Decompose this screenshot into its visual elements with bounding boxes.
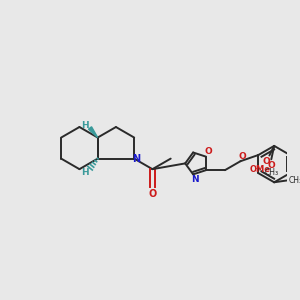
Text: O: O [205,147,213,156]
Text: CH₃: CH₃ [288,176,300,185]
Text: O: O [267,160,275,169]
Text: H: H [81,121,89,130]
Text: N: N [191,175,199,184]
Text: N: N [132,154,140,164]
Text: O: O [238,152,246,161]
Polygon shape [88,127,98,137]
Text: H: H [81,167,89,176]
Text: OMe: OMe [249,165,270,174]
Text: O: O [262,157,270,166]
Text: O: O [148,189,157,199]
Text: CH₃: CH₃ [264,168,278,177]
